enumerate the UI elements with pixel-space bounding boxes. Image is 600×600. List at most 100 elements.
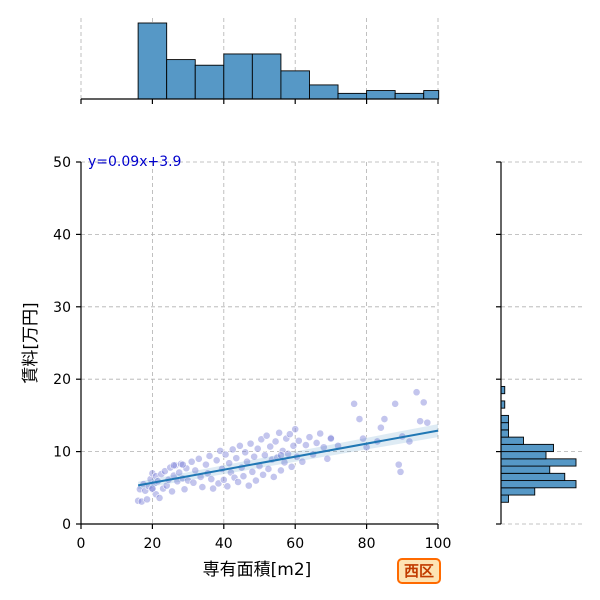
scatter-point bbox=[180, 485, 189, 494]
scatter-point bbox=[269, 473, 278, 481]
scatter-point bbox=[419, 398, 428, 407]
y-histogram-bar bbox=[500, 494, 509, 503]
y-histogram-bar bbox=[500, 443, 554, 453]
x-histogram-bar bbox=[366, 90, 396, 100]
scatter-point bbox=[350, 399, 359, 408]
scatter-point bbox=[275, 428, 284, 437]
regression-equation-label: y=0.09x+3.9 bbox=[88, 154, 181, 170]
scatter-point bbox=[198, 483, 207, 491]
x-tick-label: 40 bbox=[215, 536, 233, 552]
scatter-point bbox=[160, 467, 169, 476]
scatter-point bbox=[298, 457, 307, 466]
scatter-point bbox=[376, 423, 385, 432]
scatter-point bbox=[187, 457, 196, 466]
scatter-point bbox=[326, 434, 335, 443]
scatter-point bbox=[355, 415, 364, 423]
scatter-point bbox=[189, 478, 198, 487]
scatter-point bbox=[178, 460, 187, 469]
scatter-point bbox=[232, 454, 241, 463]
district-badge: 西区 bbox=[397, 558, 441, 584]
scatter-point bbox=[302, 441, 310, 449]
scatter-point bbox=[380, 415, 389, 423]
scatter-point bbox=[259, 470, 267, 479]
x-histogram-bar bbox=[137, 22, 168, 100]
scatter-point bbox=[148, 484, 157, 493]
scatter-point bbox=[246, 439, 255, 448]
scatter-point bbox=[260, 451, 269, 460]
scatter-point bbox=[225, 459, 234, 468]
scatter-point bbox=[219, 475, 228, 484]
regression-line bbox=[137, 429, 439, 487]
scatter-point bbox=[266, 442, 275, 451]
y-histogram-bar bbox=[500, 487, 536, 496]
x-histogram-bar bbox=[309, 84, 339, 100]
scatter-point bbox=[264, 465, 273, 473]
scatter-point bbox=[291, 425, 300, 434]
scatter-point bbox=[155, 494, 164, 502]
scatter-point bbox=[312, 439, 321, 447]
scatter-point bbox=[169, 461, 178, 470]
y-tick-label: 50 bbox=[53, 155, 71, 171]
x-histogram-bar bbox=[423, 90, 440, 100]
scatter-point bbox=[207, 475, 216, 484]
scatter-point bbox=[216, 446, 225, 455]
x-histogram-bar bbox=[194, 64, 225, 100]
scatter-point bbox=[252, 476, 260, 485]
regression-confidence-band bbox=[138, 424, 438, 489]
y-tick-label: 10 bbox=[53, 445, 71, 461]
scatter-point bbox=[289, 441, 298, 450]
scatter-point bbox=[412, 388, 421, 397]
scatter-point bbox=[244, 481, 253, 490]
x-histogram-bar bbox=[223, 53, 253, 100]
y-axis-label: 賃料[万円] bbox=[21, 302, 41, 383]
scatter-point bbox=[234, 478, 242, 486]
y-histogram-bar bbox=[500, 480, 577, 489]
scatter-point bbox=[316, 429, 325, 438]
main-scatter-axes: 0 20 40 60 80 100 0 10 20 30 40 50 bbox=[53, 155, 451, 552]
scatter-point bbox=[168, 487, 176, 496]
scatter-point bbox=[209, 484, 217, 493]
y-tick-label: 40 bbox=[53, 227, 71, 243]
scatter-point bbox=[423, 418, 432, 427]
scatter-point bbox=[253, 444, 262, 453]
x-marginal-histogram bbox=[80, 18, 440, 104]
y-histogram-bar bbox=[500, 458, 577, 467]
scatter-point bbox=[175, 468, 184, 477]
scatter-point bbox=[271, 437, 280, 446]
scatter-point bbox=[248, 467, 257, 476]
scatter-point bbox=[212, 456, 221, 465]
x-histogram-bar bbox=[394, 92, 425, 100]
scatter-point bbox=[262, 431, 271, 440]
scatter-point bbox=[287, 462, 296, 471]
y-histogram-bar bbox=[500, 472, 566, 482]
x-axis-label: 専有面積[m2] bbox=[203, 560, 312, 580]
y-tick-label: 30 bbox=[53, 300, 71, 316]
scatter-point bbox=[394, 460, 403, 469]
y-histogram-bar bbox=[500, 451, 547, 460]
x-histogram-bar bbox=[337, 92, 368, 100]
scatter-point bbox=[202, 460, 210, 469]
scatter-point bbox=[223, 482, 232, 491]
y-histogram-bar bbox=[500, 436, 524, 445]
y-tick-label: 20 bbox=[53, 372, 71, 388]
x-tick-label: 100 bbox=[425, 536, 452, 552]
x-histogram-bar bbox=[251, 53, 282, 100]
scatter-point bbox=[235, 441, 244, 450]
x-tick-label: 0 bbox=[77, 536, 86, 552]
y-histogram-bar bbox=[500, 422, 509, 431]
y-tick-label: 0 bbox=[62, 517, 71, 533]
y-histogram-bar bbox=[500, 429, 509, 438]
y-marginal-histogram bbox=[496, 161, 582, 525]
scatter-point bbox=[285, 430, 294, 439]
scatter-point bbox=[214, 479, 223, 488]
x-tick-label: 20 bbox=[143, 536, 161, 552]
scatter-point bbox=[221, 450, 230, 459]
x-tick-label: 80 bbox=[358, 536, 376, 552]
scatter-point bbox=[391, 399, 400, 408]
x-histogram-bar bbox=[166, 59, 196, 100]
scatter-point bbox=[250, 452, 259, 461]
scatter-point bbox=[277, 466, 285, 475]
scatter-point bbox=[205, 452, 214, 460]
y-histogram-bar bbox=[500, 465, 551, 474]
